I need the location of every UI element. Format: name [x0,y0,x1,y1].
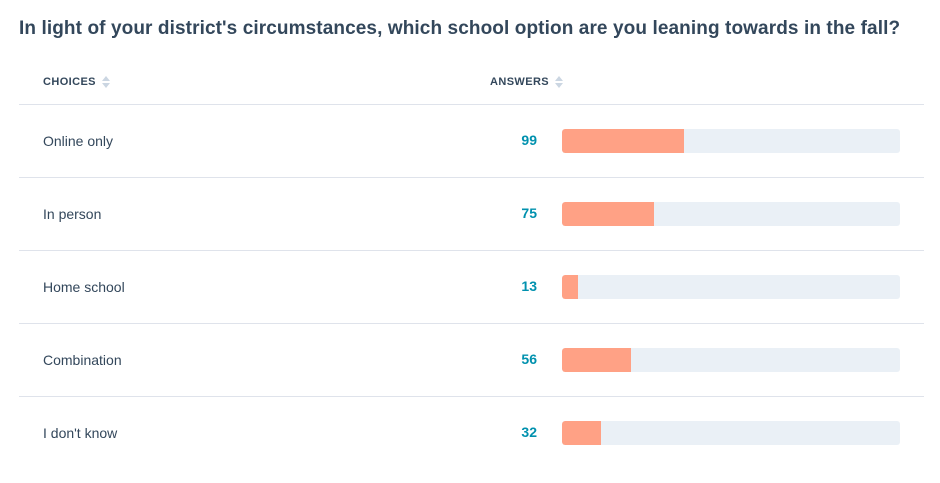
answer-count: 56 [521,351,537,367]
answers-header-label: ANSWERS [490,76,550,88]
answer-count: 99 [521,132,537,148]
bar-track [562,348,900,372]
table-row: Combination 56 [19,324,924,397]
sort-icon[interactable] [555,76,564,88]
table-row: I don't know 32 [19,397,924,469]
bar-track [562,275,900,299]
table-header: CHOICES ANSWERS [19,62,924,105]
bar-track [562,421,900,445]
results-table: CHOICES ANSWERS Online only 99 In person… [19,62,924,469]
bar-fill [562,421,602,445]
choice-label: Combination [43,352,122,368]
answers-column-header[interactable]: ANSWERS [490,76,564,88]
table-row: Home school 13 [19,251,924,324]
choice-label: Home school [43,279,125,295]
bar-fill [562,275,578,299]
page-title: In light of your district's circumstance… [19,18,901,39]
answer-count: 32 [521,424,537,440]
bar-track [562,202,900,226]
answer-count: 75 [521,205,537,221]
sort-icon[interactable] [101,76,110,88]
choice-label: In person [43,206,102,222]
table-row: Online only 99 [19,105,924,178]
table-row: In person 75 [19,178,924,251]
bar-fill [562,348,631,372]
choice-label: I don't know [43,425,118,441]
choices-header-label: CHOICES [43,76,96,88]
choice-label: Online only [43,133,114,149]
bar-fill [562,129,684,153]
choices-column-header[interactable]: CHOICES [43,76,110,88]
bar-fill [562,202,655,226]
bar-track [562,129,900,153]
answer-count: 13 [521,278,537,294]
